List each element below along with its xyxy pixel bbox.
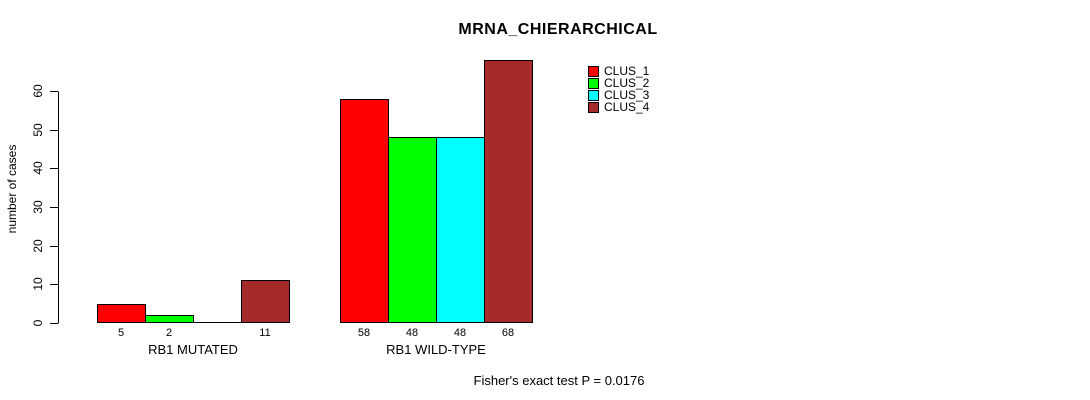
y-axis-label: number of cases [5,144,19,234]
fisher-test-note: Fisher's exact test P = 0.0176 [473,373,645,388]
y-tick-label: 0 [31,319,45,327]
legend-label: CLUS_4 [604,100,650,114]
bar-clus_2-rb1-mutated [145,315,194,323]
bar-value-label: 11 [259,327,271,339]
legend-label: CLUS_3 [604,88,650,102]
x-category-label: RB1 MUTATED [148,342,238,357]
legend-color-swatch [588,102,599,113]
y-tick-label: 20 [31,239,45,253]
bar-clus_2-rb1-wild-type [388,137,437,323]
bar-value-label: 68 [501,327,515,339]
bar-value-label: 48 [405,327,419,339]
y-tick-label: 10 [31,277,45,291]
legend-color-swatch [588,66,599,77]
y-tick-label: 60 [31,84,45,98]
y-tick-label: 40 [31,161,45,175]
legend-label: CLUS_1 [604,64,650,78]
bar-clus_4-rb1-mutated [241,280,290,323]
bar-clus_1-rb1-wild-type [340,99,389,323]
chart-title: MRNA_CHIERARCHICAL [458,21,658,38]
legend-color-swatch [588,78,599,89]
bar-clus_1-rb1-mutated [97,304,146,323]
bar-value-label: 2 [165,327,173,339]
bar-value-label: 48 [453,327,467,339]
bar-clus_3-rb1-wild-type [436,137,485,323]
bar-value-label: 5 [117,327,125,339]
x-category-label: RB1 WILD-TYPE [386,342,486,357]
bar-clus_4-rb1-wild-type [484,60,533,323]
legend-color-swatch [588,90,599,101]
bar-value-label: 58 [357,327,371,339]
y-tick-label: 50 [31,123,45,137]
y-tick-label: 30 [31,200,45,214]
legend-label: CLUS_2 [604,76,650,90]
